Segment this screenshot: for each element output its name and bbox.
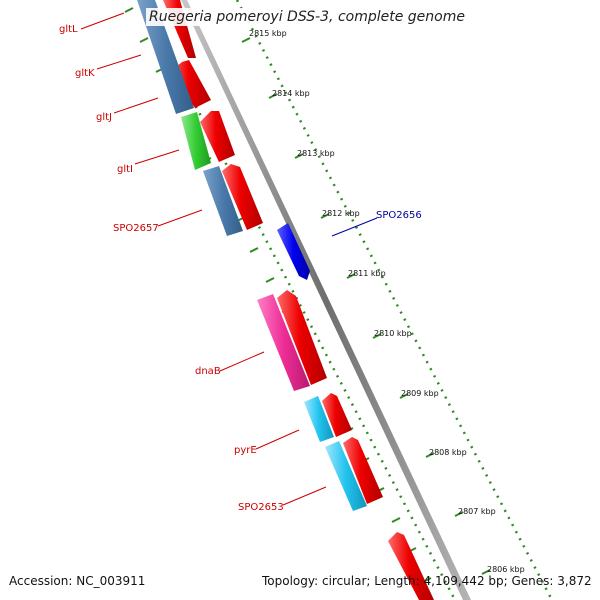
tick-label: 2813 kbp — [297, 149, 335, 158]
map-title: Ruegeria pomeroyi DSS-3, complete genome — [146, 8, 468, 26]
tick-label: 2811 kbp — [348, 269, 386, 278]
cds-arrow — [343, 437, 383, 504]
tick-label: 2814 kbp — [272, 89, 310, 98]
tick-label: 2806 kbp — [487, 565, 525, 574]
tick-label: 2810 kbp — [374, 329, 412, 338]
accession-text: Accession: NC_003911 — [9, 574, 146, 588]
cds-arrow — [222, 164, 263, 230]
genome-summary-text: Topology: circular; Length: 4,109,442 bp… — [262, 574, 592, 588]
cds-arrow — [322, 393, 352, 437]
gene-label-gltI: gltI — [117, 164, 133, 175]
gene-label-gltK: gltK — [75, 68, 95, 79]
tick-label: 2808 kbp — [429, 448, 467, 457]
cds-arrow — [200, 111, 235, 162]
feature-block-gltJ — [181, 112, 211, 170]
feature-block-SPO2653 — [325, 441, 367, 511]
gene-label-pyrE: pyrE — [234, 445, 257, 456]
feature-block-dnaB — [257, 294, 310, 391]
outer-tick-track — [235, 0, 554, 600]
outer-kbp-ticks — [241, 37, 491, 575]
gene-label-SPO2656: SPO2656 — [376, 210, 422, 221]
tick-label: 2807 kbp — [458, 507, 496, 516]
cds-arrow — [277, 290, 327, 385]
gene-label-SPO2653: SPO2653 — [238, 502, 284, 513]
spo2656-arrow — [277, 223, 310, 280]
tick-label: 2809 kbp — [401, 389, 439, 398]
feature-block-pyrE — [304, 396, 334, 442]
gene-label-dnaB: dnaB — [195, 366, 221, 377]
cds-arrow — [388, 532, 434, 600]
feature-block-gltL — [137, 0, 194, 114]
feature-block-gltI — [203, 166, 243, 236]
forward-gene-labels: SPO2656 — [331, 210, 422, 237]
gene-label-SPO2657: SPO2657 — [113, 223, 159, 234]
reverse-gene-labels: gltL gltK gltJ gltI SPO2657 dnaB pyrE SP… — [59, 12, 327, 513]
gene-label-gltL: gltL — [59, 24, 78, 35]
tick-label: 2815 kbp — [249, 29, 287, 38]
tick-label: 2812 kbp — [322, 209, 360, 218]
genome-backbone — [181, 0, 471, 600]
gene-label-gltJ: gltJ — [96, 112, 112, 123]
kbp-labels: 2815 kbp 2814 kbp 2813 kbp 2812 kbp 2811… — [249, 29, 525, 574]
